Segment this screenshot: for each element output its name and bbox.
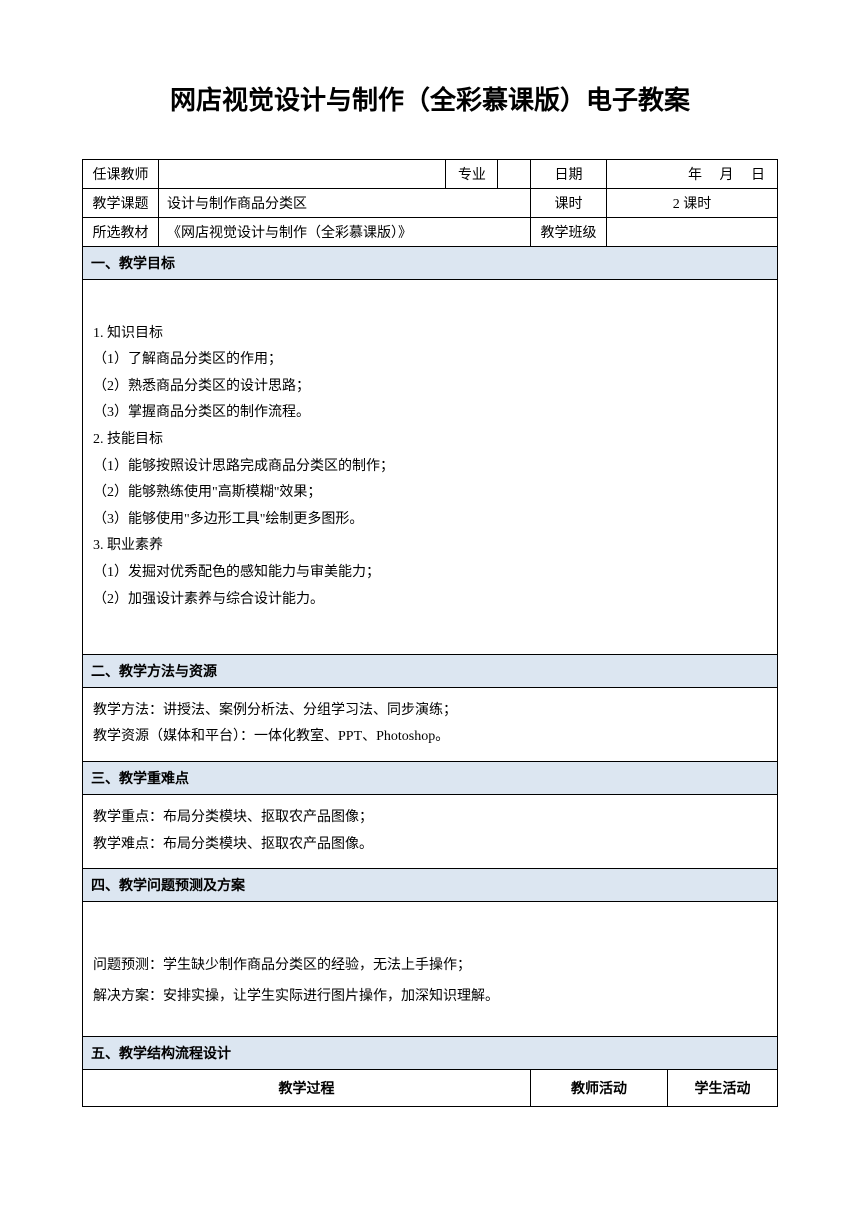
header-row-2: 教学课题 设计与制作商品分类区 课时 2 课时 — [83, 189, 778, 218]
section-1-header-row: 一、教学目标 — [83, 247, 778, 280]
lesson-plan-table: 任课教师 专业 日期 年 月 日 教学课题 设计与制作商品分类区 课时 2 课时… — [82, 159, 778, 1107]
date-label: 日期 — [531, 160, 607, 189]
section-2-header-row: 二、教学方法与资源 — [83, 654, 778, 687]
topic-label: 教学课题 — [83, 189, 159, 218]
section-1-content-row: 1. 知识目标 （1）了解商品分类区的作用； （2）熟悉商品分类区的设计思路； … — [83, 280, 778, 655]
section-1-content: 1. 知识目标 （1）了解商品分类区的作用； （2）熟悉商品分类区的设计思路； … — [83, 280, 778, 655]
s1-g2-title: 2. 技能目标 — [93, 427, 767, 454]
s1-g1-i1: （1）了解商品分类区的作用； — [93, 347, 767, 374]
major-value — [498, 160, 531, 189]
hours-value: 2 课时 — [607, 189, 778, 218]
process-col-1: 教学过程 — [83, 1070, 531, 1107]
s1-g1-title: 1. 知识目标 — [93, 321, 767, 348]
textbook-value: 《网店视觉设计与制作（全彩慕课版）》 — [159, 218, 531, 247]
section-1-header: 一、教学目标 — [83, 247, 778, 280]
section-3-header: 三、教学重难点 — [83, 761, 778, 794]
major-label: 专业 — [446, 160, 498, 189]
teacher-label: 任课教师 — [83, 160, 159, 189]
class-value — [607, 218, 778, 247]
s1-g3-i1: （1）发掘对优秀配色的感知能力与审美能力； — [93, 560, 767, 587]
process-header-row: 教学过程 教师活动 学生活动 — [83, 1070, 778, 1107]
section-4-header: 四、教学问题预测及方案 — [83, 869, 778, 902]
s4-l1: 问题预测：学生缺少制作商品分类区的经验，无法上手操作； — [93, 951, 767, 982]
process-col-2: 教师活动 — [531, 1070, 668, 1107]
section-2-content-row: 教学方法：讲授法、案例分析法、分组学习法、同步演练； 教学资源（媒体和平台）：一… — [83, 687, 778, 761]
s2-l2: 教学资源（媒体和平台）：一体化教室、PPT、Photoshop。 — [93, 724, 767, 751]
process-col-3: 学生活动 — [668, 1070, 778, 1107]
section-3-content: 教学重点：布局分类模块、抠取农产品图像； 教学难点：布局分类模块、抠取农产品图像… — [83, 794, 778, 868]
s4-l2: 解决方案：安排实操，让学生实际进行图片操作，加深知识理解。 — [93, 982, 767, 1013]
s1-g3-i2: （2）加强设计素养与综合设计能力。 — [93, 587, 767, 614]
section-4-content: 问题预测：学生缺少制作商品分类区的经验，无法上手操作； 解决方案：安排实操，让学… — [83, 902, 778, 1037]
section-4-content-row: 问题预测：学生缺少制作商品分类区的经验，无法上手操作； 解决方案：安排实操，让学… — [83, 902, 778, 1037]
s1-g2-i1: （1）能够按照设计思路完成商品分类区的制作； — [93, 454, 767, 481]
topic-value: 设计与制作商品分类区 — [159, 189, 531, 218]
section-2-header: 二、教学方法与资源 — [83, 654, 778, 687]
month-label: 月 — [720, 168, 734, 183]
s2-l1: 教学方法：讲授法、案例分析法、分组学习法、同步演练； — [93, 698, 767, 725]
textbook-label: 所选教材 — [83, 218, 159, 247]
s3-l2: 教学难点：布局分类模块、抠取农产品图像。 — [93, 832, 767, 859]
s3-l1: 教学重点：布局分类模块、抠取农产品图像； — [93, 805, 767, 832]
day-label: 日 — [751, 168, 765, 183]
hours-label: 课时 — [531, 189, 607, 218]
page-title: 网店视觉设计与制作（全彩慕课版）电子教案 — [82, 80, 778, 117]
year-label: 年 — [688, 168, 702, 183]
s1-g2-i2: （2）能够熟练使用"高斯模糊"效果； — [93, 480, 767, 507]
section-3-header-row: 三、教学重难点 — [83, 761, 778, 794]
s1-g1-i3: （3）掌握商品分类区的制作流程。 — [93, 400, 767, 427]
header-row-1: 任课教师 专业 日期 年 月 日 — [83, 160, 778, 189]
section-4-header-row: 四、教学问题预测及方案 — [83, 869, 778, 902]
date-value: 年 月 日 — [607, 160, 778, 189]
s1-g2-i3: （3）能够使用"多边形工具"绘制更多图形。 — [93, 507, 767, 534]
teacher-value — [159, 160, 446, 189]
header-row-3: 所选教材 《网店视觉设计与制作（全彩慕课版）》 教学班级 — [83, 218, 778, 247]
class-label: 教学班级 — [531, 218, 607, 247]
s1-g3-title: 3. 职业素养 — [93, 533, 767, 560]
section-5-header: 五、教学结构流程设计 — [83, 1037, 778, 1070]
section-2-content: 教学方法：讲授法、案例分析法、分组学习法、同步演练； 教学资源（媒体和平台）：一… — [83, 687, 778, 761]
section-5-header-row: 五、教学结构流程设计 — [83, 1037, 778, 1070]
s1-g1-i2: （2）熟悉商品分类区的设计思路； — [93, 374, 767, 401]
section-3-content-row: 教学重点：布局分类模块、抠取农产品图像； 教学难点：布局分类模块、抠取农产品图像… — [83, 794, 778, 868]
